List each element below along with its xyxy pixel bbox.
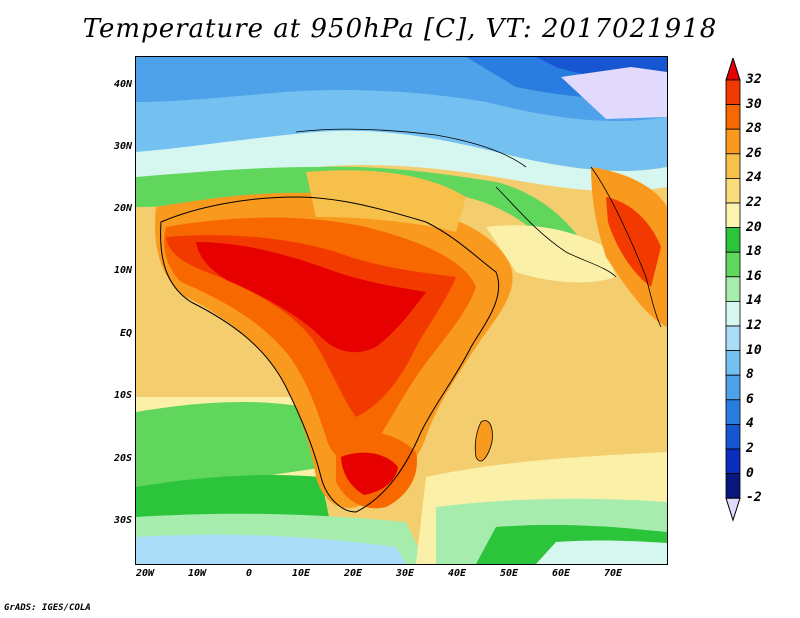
colorbar-segment (725, 423, 741, 450)
colorbar-label: 14 (746, 293, 762, 309)
lat-label-30s: 30S (113, 515, 132, 526)
colorbar-label: 18 (746, 244, 762, 260)
lon-label-40e: 40E (447, 568, 467, 579)
colorbar-segment (725, 276, 741, 302)
colorbar-label: 30 (746, 96, 762, 112)
colorbar-label: 2 (746, 441, 754, 456)
lat-label-40n: 40N (113, 79, 132, 90)
lon-label-10w: 10W (187, 568, 207, 579)
colorbar-segment (725, 79, 741, 106)
colorbar-label: 26 (746, 145, 762, 161)
colorbar-segment (725, 178, 741, 204)
colorbar-label: 20 (746, 219, 762, 235)
colorbar-segment (725, 104, 741, 130)
lon-label-20e: 20E (343, 568, 363, 579)
colorbar-segment (725, 227, 741, 253)
colorbar-bottom-arrow (725, 497, 741, 522)
colorbar-label: 32 (746, 72, 762, 87)
lon-label-70e: 70E (603, 568, 623, 579)
lat-label-eq: EQ (119, 328, 132, 339)
lat-label-20n: 20N (113, 203, 132, 214)
map-title: Temperature at 950hPa [C], VT: 201702191… (82, 14, 718, 44)
colorbar-segment (725, 153, 741, 179)
colorbar-label: 28 (746, 121, 762, 137)
colorbar-segment (725, 399, 741, 425)
lon-label-0: 0 (245, 568, 253, 579)
colorbar-label: 12 (746, 318, 762, 333)
colorbar-segment (725, 473, 741, 499)
colorbar-label: 6 (746, 391, 754, 407)
lat-label-10n: 10N (113, 265, 132, 276)
lat-label-30n: 30N (113, 141, 132, 152)
colorbar-segment (725, 374, 741, 401)
map-panel (135, 56, 668, 565)
lat-label-10s: 10S (113, 390, 132, 401)
colorbar-label: 0 (746, 465, 754, 481)
lon-label-50e: 50E (499, 568, 519, 579)
lon-label-30e: 30E (395, 568, 415, 579)
lat-label-20s: 20S (113, 453, 132, 464)
colorbar-segment (725, 350, 741, 376)
colorbar-segment (725, 202, 741, 229)
lon-label-60e: 60E (551, 568, 571, 579)
lon-label-20w: 20W (135, 568, 155, 579)
colorbar-segment (725, 300, 741, 327)
colorbar-segment (725, 251, 741, 278)
colorbar-label: 16 (746, 268, 762, 284)
temperature-field (136, 57, 667, 564)
colorbar-label: -2 (746, 490, 762, 506)
colorbar-label: 10 (746, 342, 762, 358)
colorbar-label: 8 (746, 367, 754, 383)
colorbar-segment (725, 128, 741, 155)
grads-credit: GrADS: IGES/COLA (4, 603, 91, 613)
colorbar (725, 58, 741, 522)
colorbar-label: 24 (746, 170, 762, 186)
colorbar-label: 4 (746, 416, 754, 432)
colorbar-label: 22 (746, 195, 762, 210)
colorbar-segment (725, 448, 741, 475)
colorbar-segment (725, 325, 741, 352)
lon-label-10e: 10E (291, 568, 311, 579)
colorbar-top-arrow (725, 58, 741, 81)
